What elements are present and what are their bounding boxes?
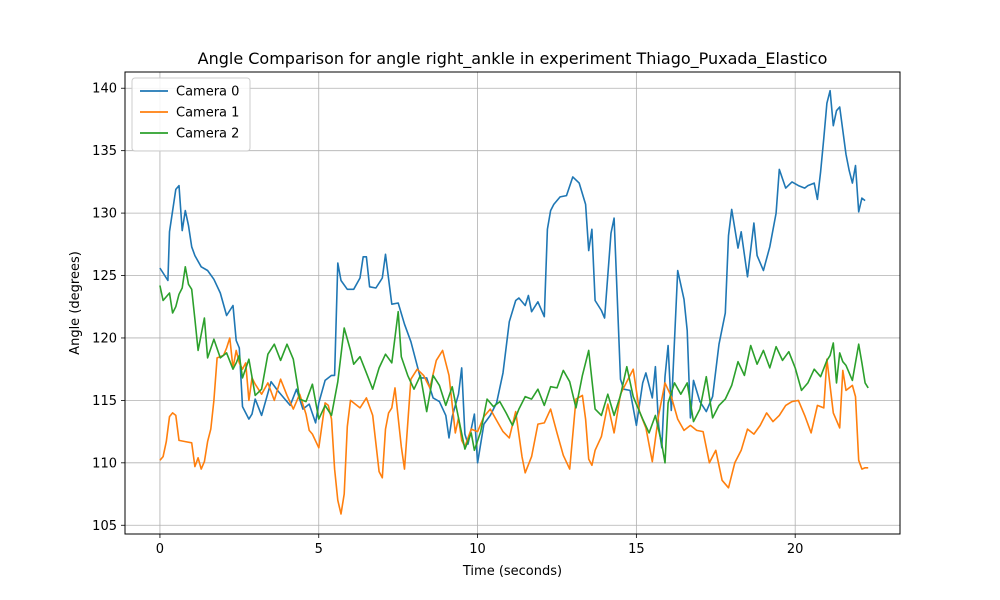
y-tick-label: 135 xyxy=(92,144,117,159)
axis-ticks: 0 5 10 15 20 105 110 115 120 125 130 135 140 xyxy=(92,82,803,557)
y-axis-label: Angle (degrees) xyxy=(68,251,83,355)
y-tick-label: 140 xyxy=(92,82,117,97)
legend-entry: Camera 0 xyxy=(176,85,239,100)
y-tick-label: 120 xyxy=(92,331,117,346)
x-tick-label: 10 xyxy=(469,542,486,557)
grid xyxy=(125,72,900,534)
series-line-camera-0 xyxy=(159,89,866,464)
y-tick-label: 115 xyxy=(92,394,117,409)
x-axis-label: Time (seconds) xyxy=(462,564,562,579)
legend-entry: Camera 1 xyxy=(176,106,239,121)
y-tick-label: 125 xyxy=(92,269,117,284)
legend-entry: Camera 2 xyxy=(176,127,239,142)
series-line-camera-2 xyxy=(159,265,869,464)
plot-frame xyxy=(124,71,901,535)
y-tick-label: 110 xyxy=(92,456,117,471)
y-tick-label: 105 xyxy=(92,519,117,534)
x-tick-label: 0 xyxy=(156,542,164,557)
y-tick-label: 130 xyxy=(92,207,117,222)
plot-lines xyxy=(159,89,869,515)
x-tick-label: 5 xyxy=(315,542,323,557)
x-tick-label: 15 xyxy=(628,542,645,557)
x-tick-label: 20 xyxy=(787,542,804,557)
chart-title: Angle Comparison for angle right_ankle i… xyxy=(198,49,828,69)
legend: Camera 0 Camera 1 Camera 2 xyxy=(131,77,251,152)
